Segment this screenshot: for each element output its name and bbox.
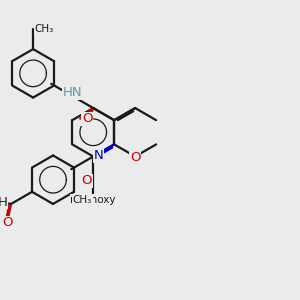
Text: O: O <box>2 217 13 230</box>
Text: HN: HN <box>62 86 82 99</box>
Text: methoxy: methoxy <box>70 195 116 205</box>
Text: methoxy: methoxy <box>0 299 1 300</box>
Text: CH₃: CH₃ <box>73 195 92 205</box>
Text: O: O <box>130 151 140 164</box>
Text: O: O <box>82 112 92 125</box>
Text: O: O <box>82 174 92 187</box>
Text: H: H <box>0 196 8 208</box>
Text: N: N <box>94 149 104 162</box>
Text: CH₃: CH₃ <box>34 24 54 34</box>
